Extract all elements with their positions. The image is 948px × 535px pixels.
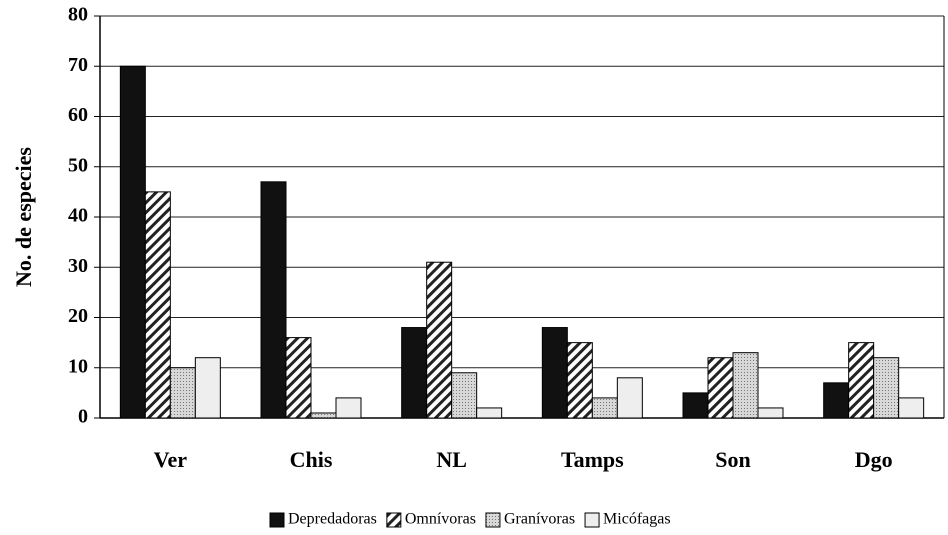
y-tick-label: 10: [68, 355, 88, 377]
legend-label: Omnívoras: [405, 511, 476, 528]
bar: [541, 327, 568, 419]
bar: [310, 412, 337, 419]
bar: [426, 261, 453, 419]
x-tick-label: Tamps: [561, 447, 624, 472]
x-tick-label: Ver: [154, 447, 188, 472]
bar: [757, 407, 784, 419]
bar: [169, 367, 196, 419]
bar: [591, 397, 618, 419]
bar: [144, 191, 171, 419]
bar: [848, 342, 875, 419]
legend-label: Micófagas: [603, 511, 671, 528]
y-tick-label: 70: [68, 54, 88, 76]
bar: [566, 342, 593, 419]
legend-label: Depredadoras: [288, 511, 377, 528]
y-tick-label: 50: [68, 154, 88, 176]
y-tick-label: 60: [68, 104, 88, 126]
x-tick-label: Dgo: [855, 447, 893, 472]
y-tick-label: 30: [68, 255, 88, 277]
bar: [732, 352, 759, 419]
y-tick-label: 40: [68, 205, 88, 227]
bar: [823, 382, 850, 419]
legend-swatch: [269, 512, 285, 528]
y-tick-label: 20: [68, 305, 88, 327]
legend-swatch: [485, 512, 501, 528]
bar: [451, 372, 478, 419]
legend-label: Granívoras: [504, 511, 575, 528]
y-tick-label: 0: [78, 406, 88, 428]
bar: [285, 337, 312, 419]
legend-swatch: [584, 512, 600, 528]
bar: [335, 397, 362, 419]
bar: [119, 65, 146, 419]
y-axis-label: No. de especies: [11, 147, 36, 287]
bar: [898, 397, 925, 419]
x-tick-label: Son: [715, 447, 750, 472]
x-tick-label: Chis: [290, 447, 333, 472]
bar: [707, 357, 734, 419]
legend-swatch: [386, 512, 402, 528]
bar: [873, 357, 900, 419]
bar: [401, 327, 428, 419]
x-tick-label: NL: [436, 447, 467, 472]
bar: [616, 377, 643, 419]
bar: [194, 357, 221, 419]
y-tick-label: 80: [68, 4, 88, 26]
bar: [476, 407, 503, 419]
bar: [682, 392, 709, 419]
bar: [260, 181, 287, 419]
